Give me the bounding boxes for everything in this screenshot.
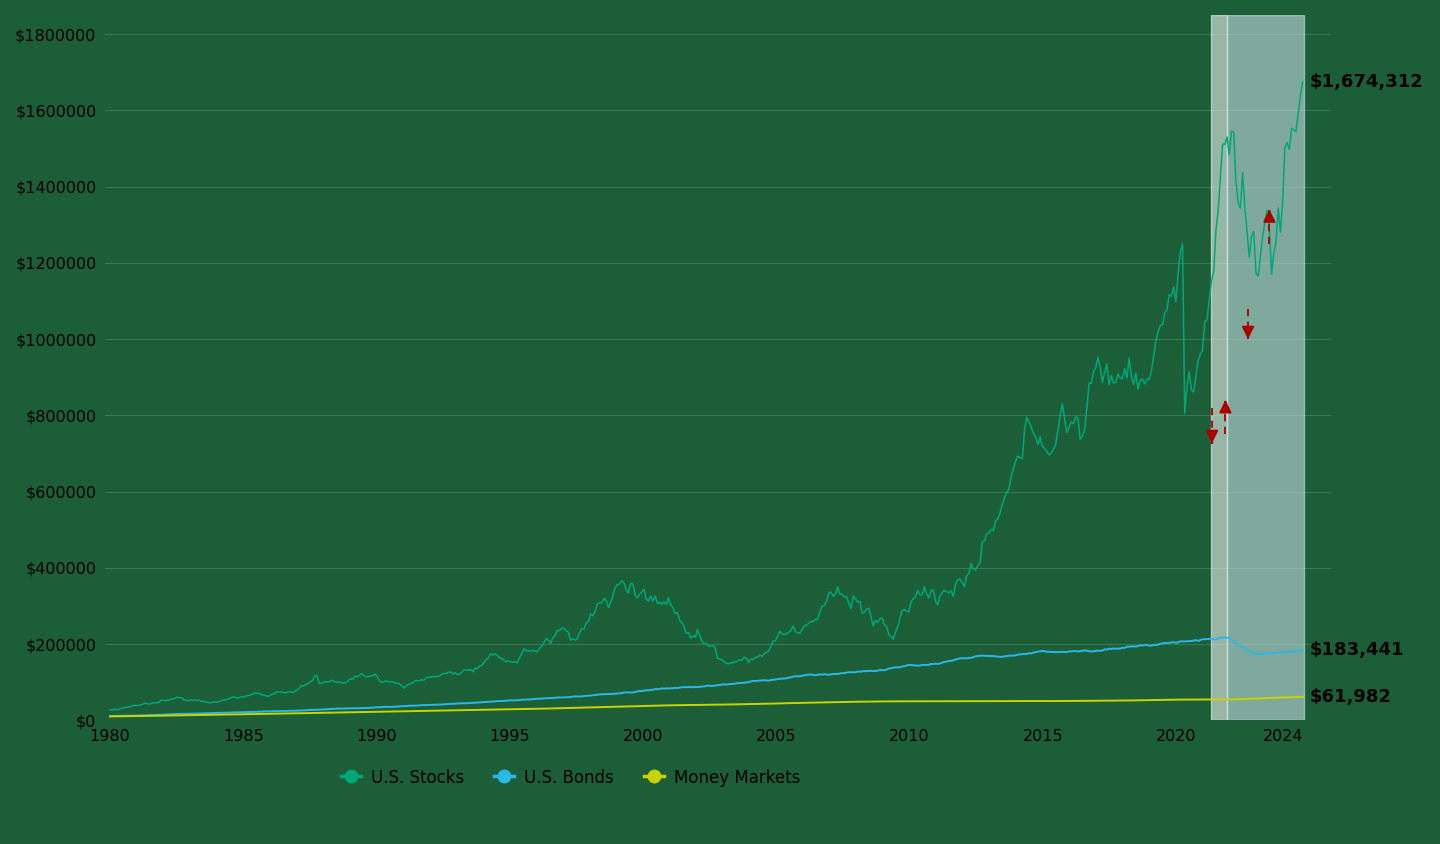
Text: $1,674,312: $1,674,312 <box>1309 73 1423 91</box>
Bar <box>1227 15 1305 721</box>
Bar <box>1211 15 1227 721</box>
Text: $61,982: $61,982 <box>1309 688 1391 706</box>
Legend: U.S. Stocks, U.S. Bonds, Money Markets: U.S. Stocks, U.S. Bonds, Money Markets <box>334 762 806 793</box>
Text: $183,441: $183,441 <box>1309 641 1404 659</box>
